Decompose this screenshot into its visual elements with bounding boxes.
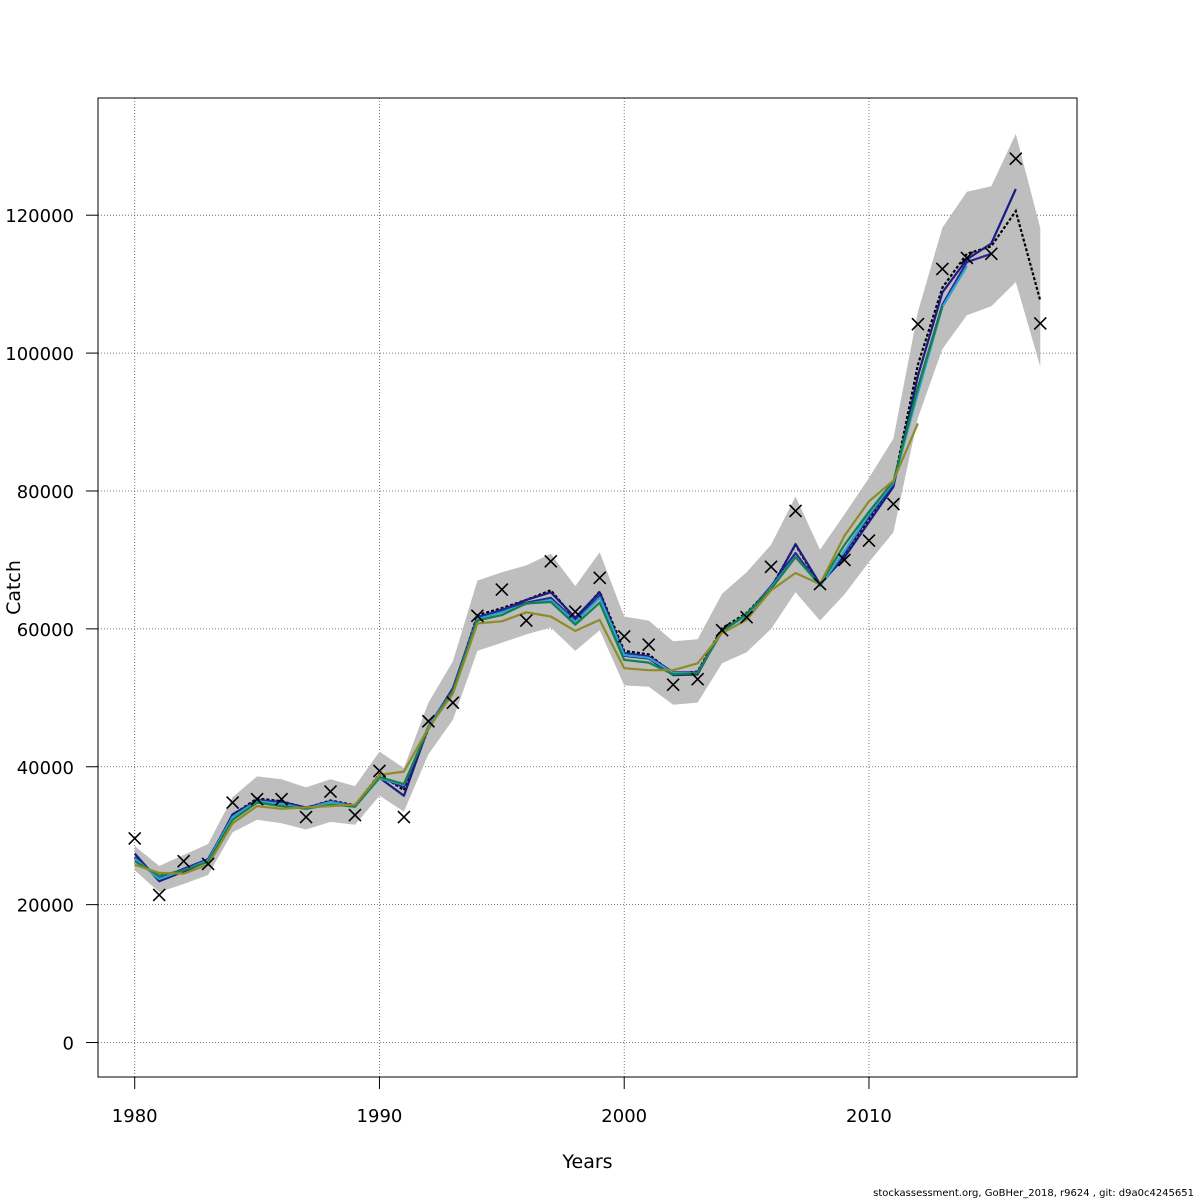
observed-point (421, 714, 435, 728)
observed-point (788, 504, 803, 518)
x-tick-label: 2000 (601, 1106, 647, 1127)
series-lines (133, 188, 1042, 883)
observed-point (911, 317, 925, 331)
observed-point (226, 796, 240, 810)
y-tick-label: 0 (63, 1034, 74, 1055)
confidence-band-area (134, 133, 1041, 893)
observed-point (397, 810, 411, 824)
observed-points (128, 152, 1047, 902)
observed-point (568, 605, 582, 619)
observed-point (274, 792, 289, 806)
observed-point (1033, 316, 1047, 331)
observed-point (617, 629, 631, 644)
retro-line-4 (134, 305, 944, 877)
observed-point (519, 614, 533, 628)
y-tick-label: 60000 (17, 620, 74, 641)
observed-point (250, 792, 264, 806)
observed-point (666, 678, 680, 692)
x-tick-label: 1990 (357, 1106, 403, 1127)
y-tick-label: 120000 (5, 206, 74, 227)
observed-point (715, 623, 729, 637)
observed-point (323, 785, 338, 799)
observed-point (1009, 152, 1023, 166)
y-axis-label: Catch (3, 560, 25, 615)
observed-point (960, 251, 974, 265)
observed-point (446, 696, 460, 710)
retro-line-5 (134, 422, 919, 875)
observed-point (862, 534, 876, 548)
observed-point (177, 854, 191, 868)
observed-point (299, 810, 313, 824)
observed-point (813, 577, 827, 591)
x-axis-label: Years (561, 1151, 612, 1173)
observed-point (544, 554, 558, 568)
x-tick-label: 1980 (112, 1106, 158, 1127)
x-tick-label: 2010 (846, 1106, 892, 1127)
y-tick-label: 20000 (17, 896, 74, 917)
observed-point (764, 560, 778, 574)
observed-point (740, 610, 754, 624)
plot-frame (97, 97, 1078, 1078)
observed-point (886, 497, 901, 511)
observed-point (152, 888, 166, 902)
observed-point (593, 571, 607, 585)
observed-point (128, 831, 142, 846)
observed-point (642, 638, 656, 652)
observed-point (348, 808, 362, 822)
observed-point (372, 764, 387, 778)
observed-point (935, 262, 949, 276)
observed-point (201, 857, 215, 871)
y-tick-label: 100000 (5, 344, 74, 365)
observed-point (984, 247, 998, 261)
y-tick-label: 40000 (17, 758, 74, 779)
axes: 1980 1990 2000 2010 0 20000 40000 60000 80000 100… (5, 206, 892, 1127)
observed-point (691, 672, 705, 686)
y-tick-label: 80000 (17, 482, 74, 503)
observed-point (495, 583, 509, 597)
retro-line-3 (133, 265, 968, 881)
observed-point (837, 553, 852, 567)
footer-credit: stockassessment.org, GoBHer_2018, r9624 … (873, 1188, 1194, 1199)
confidence-band (134, 133, 1041, 893)
observed-point (470, 609, 484, 623)
